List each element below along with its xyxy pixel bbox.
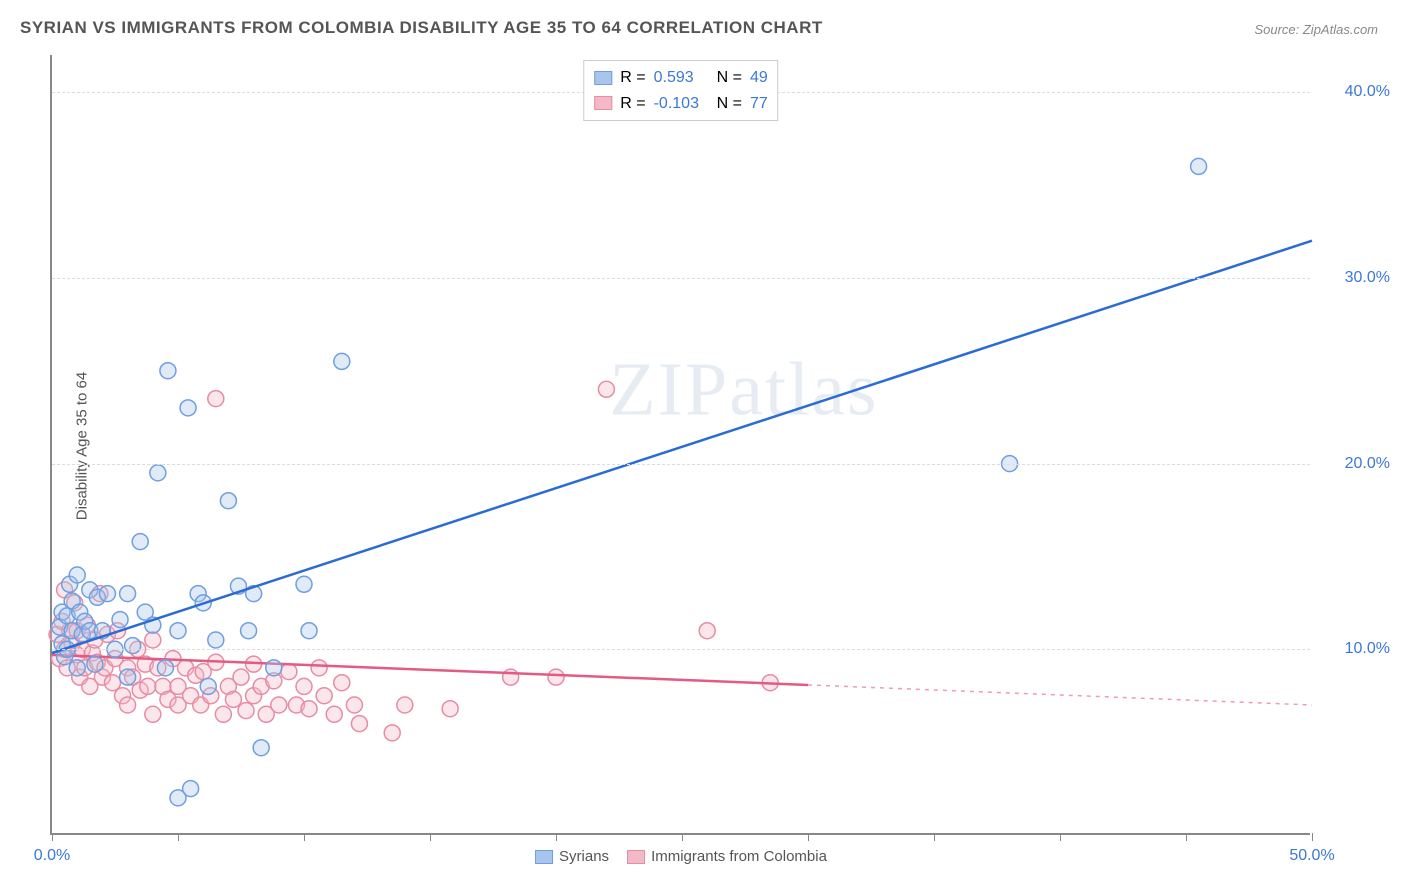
data-point	[150, 465, 166, 481]
legend-item-series-a: Syrians	[535, 848, 609, 865]
data-point	[69, 567, 85, 583]
legend-row-series-a: R = 0.593 N = 49	[594, 65, 767, 91]
data-point	[125, 638, 141, 654]
x-tick-mark	[934, 833, 935, 841]
n-label: N =	[717, 91, 742, 117]
data-point	[699, 623, 715, 639]
swatch-series-b	[594, 96, 612, 110]
n-value-a: 49	[750, 65, 768, 91]
r-label: R =	[620, 65, 645, 91]
data-point	[145, 706, 161, 722]
y-tick-label: 40.0%	[1320, 83, 1390, 101]
data-point	[281, 664, 297, 680]
swatch-series-a	[594, 71, 612, 85]
data-point	[253, 740, 269, 756]
gridline	[52, 278, 1310, 279]
data-point	[87, 656, 103, 672]
data-point	[233, 669, 249, 685]
x-tick-mark	[430, 833, 431, 841]
data-point	[266, 660, 282, 676]
data-point	[200, 678, 216, 694]
r-value-a: 0.593	[654, 65, 709, 91]
data-point	[157, 660, 173, 676]
source-attribution: Source: ZipAtlas.com	[1254, 22, 1378, 37]
data-point	[140, 678, 156, 694]
series-b-label: Immigrants from Colombia	[651, 848, 827, 865]
trend-line	[52, 241, 1312, 653]
data-point	[120, 669, 136, 685]
data-point	[160, 363, 176, 379]
data-point	[346, 697, 362, 713]
swatch-series-b-icon	[627, 850, 645, 864]
x-tick-label: 50.0%	[1289, 847, 1334, 865]
y-tick-label: 20.0%	[1320, 455, 1390, 473]
data-point	[397, 697, 413, 713]
y-tick-label: 30.0%	[1320, 269, 1390, 287]
r-label: R =	[620, 91, 645, 117]
data-point	[503, 669, 519, 685]
x-tick-mark	[1060, 833, 1061, 841]
x-tick-mark	[52, 833, 53, 841]
x-tick-mark	[1186, 833, 1187, 841]
r-value-b: -0.103	[654, 91, 709, 117]
data-point	[180, 400, 196, 416]
data-point	[1191, 158, 1207, 174]
data-point	[296, 678, 312, 694]
data-point	[311, 660, 327, 676]
data-point	[301, 701, 317, 717]
swatch-series-a-icon	[535, 850, 553, 864]
data-point	[120, 586, 136, 602]
data-point	[296, 576, 312, 592]
data-point	[170, 623, 186, 639]
data-point	[120, 697, 136, 713]
data-point	[316, 688, 332, 704]
x-tick-mark	[178, 833, 179, 841]
data-point	[208, 632, 224, 648]
x-tick-mark	[304, 833, 305, 841]
series-legend: Syrians Immigrants from Colombia	[535, 848, 827, 865]
data-point	[442, 701, 458, 717]
data-point	[215, 706, 231, 722]
n-value-b: 77	[750, 91, 768, 117]
data-point	[271, 697, 287, 713]
data-point	[99, 586, 115, 602]
gridline	[52, 464, 1310, 465]
series-a-label: Syrians	[559, 848, 609, 865]
data-point	[598, 381, 614, 397]
data-point	[225, 691, 241, 707]
data-point	[208, 391, 224, 407]
data-point	[238, 703, 254, 719]
gridline	[52, 649, 1310, 650]
data-point	[220, 493, 236, 509]
legend-row-series-b: R = -0.103 N = 77	[594, 91, 767, 117]
data-point	[384, 725, 400, 741]
data-point	[334, 675, 350, 691]
correlation-legend: R = 0.593 N = 49 R = -0.103 N = 77	[583, 60, 778, 121]
data-point	[112, 612, 128, 628]
data-point	[69, 660, 85, 676]
chart-svg	[52, 55, 1310, 833]
x-tick-mark	[556, 833, 557, 841]
legend-item-series-b: Immigrants from Colombia	[627, 848, 827, 865]
data-point	[326, 706, 342, 722]
trend-line-extrapolated	[808, 685, 1312, 705]
x-tick-label: 0.0%	[34, 847, 70, 865]
chart-title: SYRIAN VS IMMIGRANTS FROM COLOMBIA DISAB…	[20, 18, 823, 38]
data-point	[351, 716, 367, 732]
data-point	[170, 790, 186, 806]
x-tick-mark	[1312, 833, 1313, 841]
x-tick-mark	[808, 833, 809, 841]
n-label: N =	[717, 65, 742, 91]
y-tick-label: 10.0%	[1320, 640, 1390, 658]
data-point	[301, 623, 317, 639]
plot-area: ZIPatlas R = 0.593 N = 49 R = -0.103 N =…	[50, 55, 1310, 835]
x-tick-mark	[682, 833, 683, 841]
data-point	[241, 623, 257, 639]
data-point	[548, 669, 564, 685]
data-point	[132, 534, 148, 550]
data-point	[334, 353, 350, 369]
data-point	[145, 632, 161, 648]
